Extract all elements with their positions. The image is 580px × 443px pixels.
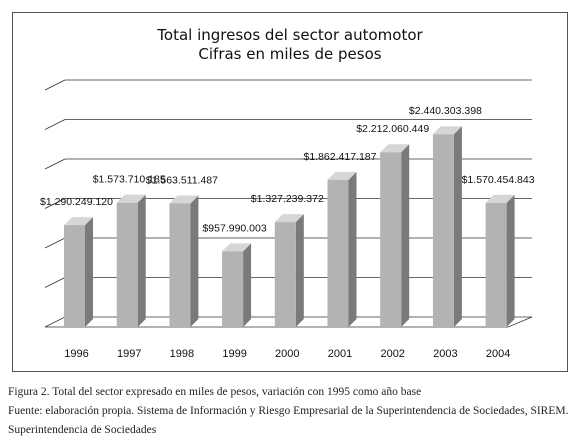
- gridline-diagonal: [44, 237, 66, 249]
- bar-top: [432, 126, 462, 135]
- gridline-diagonal: [44, 198, 66, 209]
- data-label: $1.862.417.187: [304, 151, 377, 163]
- bar-top: [222, 243, 252, 252]
- source-note: Fuente: elaboración propia. Sistema de I…: [8, 405, 569, 417]
- bar: [485, 202, 507, 327]
- x-tick-label: 1996: [64, 348, 88, 360]
- bar: [64, 225, 85, 327]
- gridline-diagonal: [44, 277, 66, 288]
- bar-side: [453, 126, 462, 327]
- bar-side: [401, 144, 410, 327]
- bar-top: [116, 194, 146, 203]
- data-label: $1.327.239.372: [251, 193, 324, 205]
- bar: [169, 203, 191, 327]
- bar-top: [485, 194, 515, 203]
- bar-side: [190, 195, 199, 327]
- x-tick-label: 2000: [275, 348, 299, 360]
- x-tick-label: 1997: [117, 348, 141, 360]
- bar: [327, 179, 349, 327]
- gridline-diagonal: [44, 79, 66, 91]
- data-label: $1.563.511.487: [146, 174, 218, 186]
- x-tick-label: 2002: [380, 348, 404, 360]
- x-tick-label: 2004: [486, 348, 510, 360]
- data-label: $2.212.060.449: [356, 123, 429, 135]
- figure-caption: Figura 2. Total del sector expresado en …: [8, 386, 422, 398]
- data-label: $1.290.249.120: [40, 196, 113, 208]
- bar-top: [64, 217, 93, 226]
- bar-top: [169, 195, 199, 204]
- gridline-diagonal: [44, 158, 66, 170]
- data-label: $957.990.003: [202, 222, 266, 234]
- data-label: $1.570.454.843: [462, 174, 535, 186]
- bar-side: [137, 194, 146, 327]
- bar: [222, 251, 244, 327]
- gridline-diagonal: [44, 119, 66, 130]
- x-tick-label: 2003: [433, 348, 457, 360]
- bar: [432, 134, 454, 327]
- x-tick-label: 1999: [222, 348, 246, 360]
- bar-top: [274, 214, 304, 223]
- bar-side: [85, 217, 93, 327]
- chart-title: Total ingresos del sector automotor: [157, 26, 423, 44]
- bar-side: [243, 243, 252, 327]
- bar-side: [348, 171, 357, 327]
- bar-side: [295, 214, 304, 327]
- data-label: $2.440.303.398: [409, 105, 482, 117]
- x-tick-label: 1998: [170, 348, 194, 360]
- bar-chart: $1.290.249.120 1996 $1.573.710.185 1997 $1.5…: [40, 79, 535, 360]
- chart-subtitle: Cifras en miles de pesos: [198, 45, 382, 63]
- data-label: $1.573.710.185: [93, 174, 166, 186]
- bar: [380, 152, 402, 327]
- bar-side: [506, 194, 515, 327]
- bar-top: [327, 171, 357, 180]
- chart-floor: [44, 316, 533, 328]
- bar: [116, 202, 138, 327]
- bar-top: [380, 144, 410, 153]
- x-tick-label: 2001: [328, 348, 352, 360]
- bar: [274, 222, 296, 327]
- source-note-continued: Superintendencia de Sociedades: [8, 424, 157, 436]
